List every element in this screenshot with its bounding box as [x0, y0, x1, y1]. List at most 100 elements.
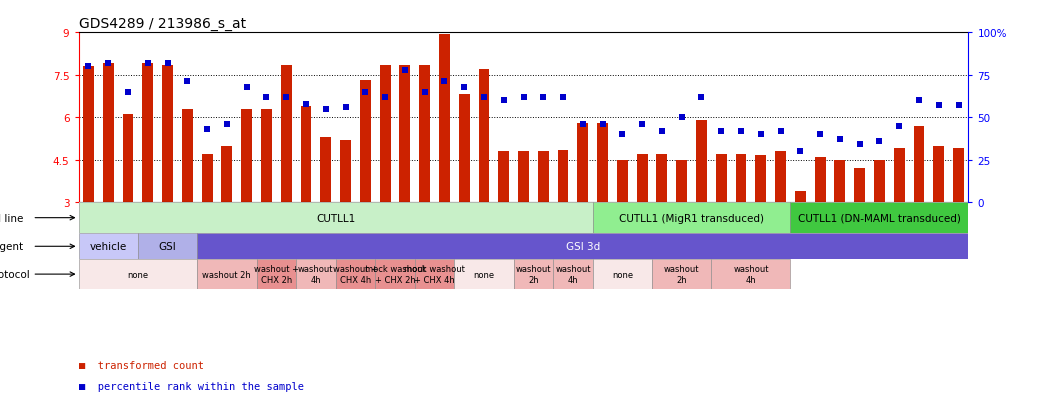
Bar: [83, 67, 94, 203]
Point: [653, 128, 670, 135]
Point: [851, 142, 868, 148]
Bar: [593, 260, 652, 289]
Bar: [415, 260, 454, 289]
Point: [397, 67, 414, 74]
Text: none: none: [128, 270, 149, 279]
Point: [179, 79, 196, 85]
Bar: [617, 160, 628, 203]
Point: [951, 103, 967, 109]
Text: agent: agent: [0, 242, 74, 252]
Point: [773, 128, 789, 135]
Point: [535, 94, 552, 101]
Text: none: none: [473, 270, 494, 279]
Point: [317, 106, 334, 113]
Bar: [182, 109, 193, 203]
Text: washout
4h: washout 4h: [555, 265, 591, 284]
Bar: [577, 123, 588, 203]
Bar: [716, 154, 727, 203]
Point: [455, 84, 472, 90]
Bar: [79, 203, 593, 234]
Point: [219, 121, 236, 128]
Bar: [138, 234, 197, 260]
Bar: [514, 260, 553, 289]
Bar: [380, 66, 391, 203]
Bar: [79, 260, 197, 289]
Text: washout
2h: washout 2h: [664, 265, 699, 284]
Point: [377, 94, 394, 101]
Bar: [261, 109, 272, 203]
Point: [713, 128, 730, 135]
Bar: [656, 154, 667, 203]
Text: GSI 3d: GSI 3d: [565, 242, 600, 252]
Text: washout 2h: washout 2h: [202, 270, 251, 279]
Text: CUTLL1 (DN-MAML transduced): CUTLL1 (DN-MAML transduced): [798, 213, 961, 223]
Bar: [790, 203, 968, 234]
Bar: [834, 160, 845, 203]
Text: cell line: cell line: [0, 213, 74, 223]
Text: none: none: [611, 270, 633, 279]
Point: [199, 126, 216, 133]
Text: vehicle: vehicle: [90, 242, 127, 252]
Text: washout +
CHX 4h: washout + CHX 4h: [333, 265, 378, 284]
Bar: [241, 109, 252, 203]
Bar: [538, 152, 549, 203]
Bar: [597, 123, 608, 203]
Point: [80, 64, 96, 70]
Point: [495, 97, 512, 104]
Point: [753, 132, 770, 138]
Bar: [454, 260, 514, 289]
Bar: [296, 260, 336, 289]
Text: washout
4h: washout 4h: [733, 265, 768, 284]
Bar: [202, 154, 213, 203]
Bar: [281, 66, 292, 203]
Bar: [775, 152, 786, 203]
Point: [99, 60, 116, 67]
Text: CUTLL1: CUTLL1: [316, 213, 355, 223]
Bar: [518, 152, 529, 203]
Bar: [711, 260, 790, 289]
Point: [436, 79, 452, 85]
Bar: [79, 234, 138, 260]
Point: [119, 89, 136, 96]
Point: [337, 104, 354, 111]
Point: [595, 121, 611, 128]
Bar: [439, 34, 450, 203]
Point: [277, 94, 294, 101]
Bar: [933, 146, 944, 203]
Text: washout
4h: washout 4h: [298, 265, 334, 284]
Bar: [478, 70, 489, 203]
Bar: [696, 121, 707, 203]
Bar: [419, 66, 430, 203]
Bar: [795, 191, 806, 203]
Bar: [340, 140, 351, 203]
Point: [515, 94, 532, 101]
Point: [139, 60, 156, 67]
Bar: [122, 115, 133, 203]
Text: mock washout
+ CHX 4h: mock washout + CHX 4h: [404, 265, 465, 284]
Bar: [162, 66, 173, 203]
Bar: [336, 260, 375, 289]
Bar: [914, 126, 925, 203]
Bar: [360, 81, 371, 203]
Point: [831, 137, 848, 143]
Bar: [103, 64, 114, 203]
Point: [239, 84, 255, 90]
Bar: [498, 152, 509, 203]
Point: [159, 60, 176, 67]
Bar: [755, 156, 766, 203]
Bar: [553, 260, 593, 289]
Bar: [375, 260, 415, 289]
Bar: [894, 149, 905, 203]
Point: [475, 94, 492, 101]
Text: ■  percentile rank within the sample: ■ percentile rank within the sample: [79, 381, 304, 391]
Bar: [815, 157, 826, 203]
Point: [871, 138, 888, 145]
Bar: [320, 138, 331, 203]
Bar: [197, 234, 968, 260]
Text: washout
2h: washout 2h: [515, 265, 551, 284]
Bar: [197, 260, 257, 289]
Bar: [221, 146, 232, 203]
Point: [555, 94, 572, 101]
Bar: [652, 260, 711, 289]
Point: [673, 114, 690, 121]
